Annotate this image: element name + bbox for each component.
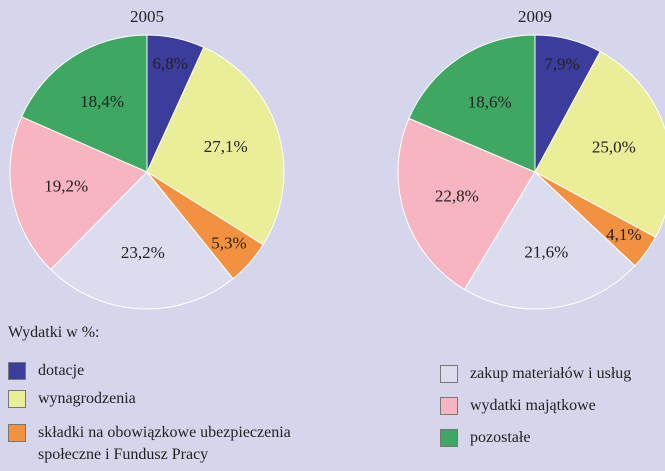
value-label: 22,8%	[435, 186, 479, 205]
legend-label: wynagrodzenia	[38, 390, 136, 407]
legend-label: pozostałe	[470, 429, 531, 446]
pie-slice	[20, 34, 148, 173]
value-label: 25,0%	[592, 137, 636, 156]
value-label: 23,2%	[121, 243, 165, 262]
legend-swatch	[8, 390, 26, 408]
legend-swatch	[440, 429, 458, 447]
value-label: 18,6%	[468, 92, 512, 111]
legend-swatch	[8, 424, 26, 442]
pie-slice	[146, 46, 285, 246]
legend-label: dotacje	[38, 362, 85, 379]
pie-slice	[9, 116, 148, 271]
value-label: 18,4%	[80, 92, 124, 111]
pie-title: 2005	[130, 7, 164, 26]
pie-slice	[397, 117, 536, 291]
legend-label: wydatki majątkowe	[470, 397, 596, 414]
value-label: 19,2%	[44, 176, 88, 195]
legend-swatch	[440, 365, 458, 383]
value-label: 5,3%	[211, 234, 246, 253]
legend-swatch	[440, 397, 458, 415]
value-label: 4,1%	[606, 225, 641, 244]
pie-slice	[50, 171, 234, 310]
value-label: 27,1%	[204, 137, 248, 156]
legend-label: zakup materiałów i usług	[470, 365, 632, 382]
pie-slice	[463, 171, 636, 310]
pie-title: 2009	[518, 7, 552, 26]
legend-swatch	[8, 362, 26, 380]
value-label: 6,8%	[153, 54, 188, 73]
legend-label: składki na obowiązkowe ubezpieczenia spo…	[38, 424, 291, 463]
pie-slice	[408, 34, 536, 173]
value-label: 7,9%	[544, 55, 579, 74]
legend-title: Wydatki w %:	[8, 324, 100, 341]
value-label: 21,6%	[524, 242, 568, 261]
